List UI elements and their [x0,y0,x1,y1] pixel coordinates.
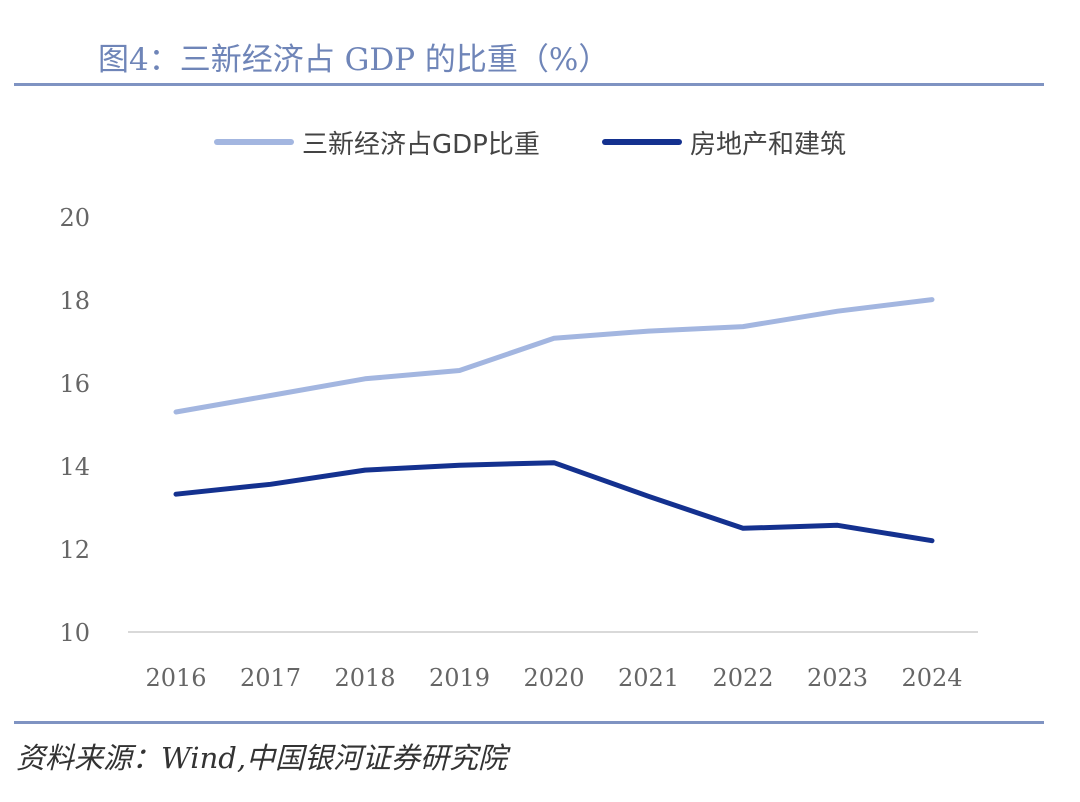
source-note: 资料来源：Wind,中国银河证券研究院 [16,741,508,775]
bottom-divider [14,721,1044,724]
y-tick-label: 20 [59,204,90,232]
top-divider [14,83,1044,86]
legend-item-sanxin: 三新经济占GDP比重 [214,122,540,162]
legend-label-sanxin: 三新经济占GDP比重 [302,129,540,160]
legend-swatch-sanxin [214,139,294,145]
y-tick-label: 18 [59,287,90,315]
y-tick-label: 14 [59,453,90,481]
x-tick-label: 2017 [240,664,301,692]
x-tick-label: 2016 [145,664,206,692]
y-tick-label: 12 [59,536,90,564]
x-tick-label: 2018 [334,664,395,692]
chart-title: 图4：三新经济占 GDP 的比重（%） [98,42,610,78]
x-tick-label: 2020 [523,664,584,692]
y-axis-ticks: 10 12 14 16 18 20 [59,204,90,647]
y-tick-label: 16 [59,370,90,398]
y-tick-label: 10 [59,619,90,647]
x-tick-label: 2021 [618,664,679,692]
x-tick-label: 2022 [712,664,773,692]
legend-swatch-realestate [602,139,682,145]
series-line-realestate [173,460,935,544]
series-lines [173,297,935,544]
legend-label-realestate: 房地产和建筑 [690,129,847,160]
legend-item-realestate: 房地产和建筑 [602,122,846,162]
x-axis-ticks: 2016 2017 2018 2019 2020 2021 2022 2023 2024 [145,664,962,692]
x-tick-label: 2024 [901,664,962,692]
x-tick-label: 2019 [429,664,490,692]
x-tick-label: 2023 [807,664,868,692]
series-line-sanxin [173,297,935,415]
legend: 三新经济占GDP比重 房地产和建筑 [0,122,1080,162]
